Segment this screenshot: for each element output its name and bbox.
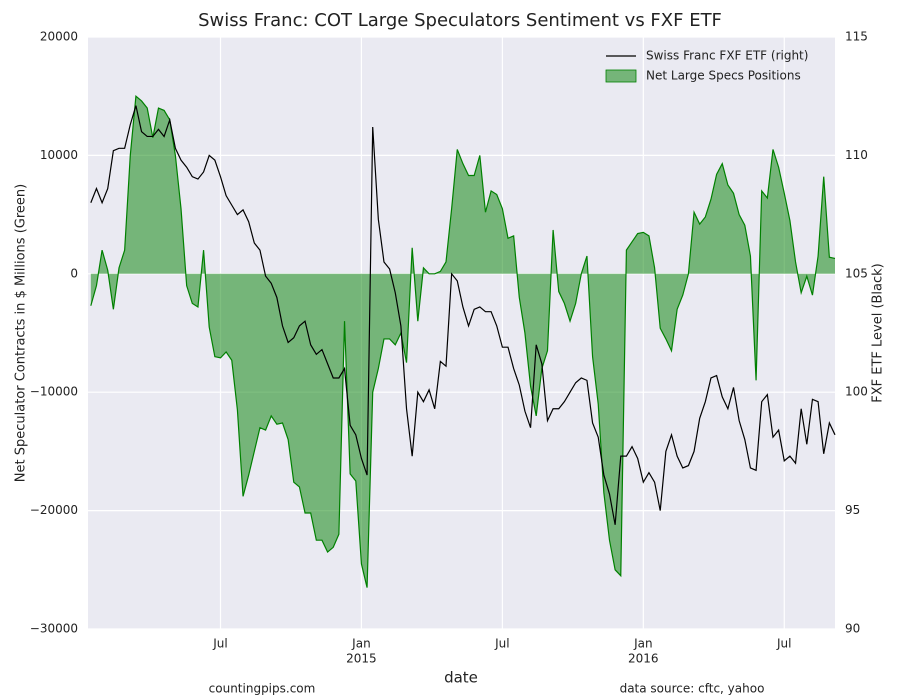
x-tick-label: Jul (212, 637, 227, 651)
legend-swatch (605, 69, 637, 83)
legend: Swiss Franc FXF ETF (right) Net Large Spe… (605, 49, 808, 83)
x-tick-label: Jan (633, 637, 653, 651)
y-axis-label: Net Speculator Contracts in $ Millions (… (14, 184, 29, 482)
y-tick-label: 0 (70, 266, 78, 280)
legend-label: Swiss Franc FXF ETF (right) (646, 49, 808, 63)
area (90, 96, 835, 588)
y-tick-label: 20000 (40, 30, 78, 44)
x-tick-label: Jan (351, 637, 371, 651)
footer-left: countingpips.com (209, 682, 316, 696)
legend-label: Net Large Specs Positions (646, 69, 801, 83)
x-axis-label: date (444, 669, 478, 687)
chart-title: Swiss Franc: COT Large Speculators Senti… (198, 10, 722, 31)
y2-tick-label: 110 (845, 148, 868, 162)
x-tick-label: Jul (776, 637, 791, 651)
y2-tick-label: 100 (845, 385, 868, 399)
y2-tick-label: 95 (845, 503, 860, 517)
y-tick-label: −20000 (30, 503, 78, 517)
y2-axis-label: FXF ETF Level (Black) (871, 263, 886, 403)
x-tick-sublabel: 2016 (628, 652, 659, 666)
plot-background (88, 37, 835, 629)
x-tick-sublabel: 2015 (346, 652, 377, 666)
y-tick-label: 10000 (40, 148, 78, 162)
footer-right: data source: cftc, yahoo (620, 682, 765, 696)
y2-tick-label: 90 (845, 622, 860, 636)
area-line (90, 95, 836, 588)
y-tick-label: −10000 (30, 385, 78, 399)
line (90, 105, 836, 525)
y2-tick-label: 115 (845, 30, 868, 44)
y2-tick-label: 105 (845, 266, 868, 280)
x-tick-label: Jul (494, 637, 509, 651)
y-tick-label: −30000 (30, 622, 78, 636)
